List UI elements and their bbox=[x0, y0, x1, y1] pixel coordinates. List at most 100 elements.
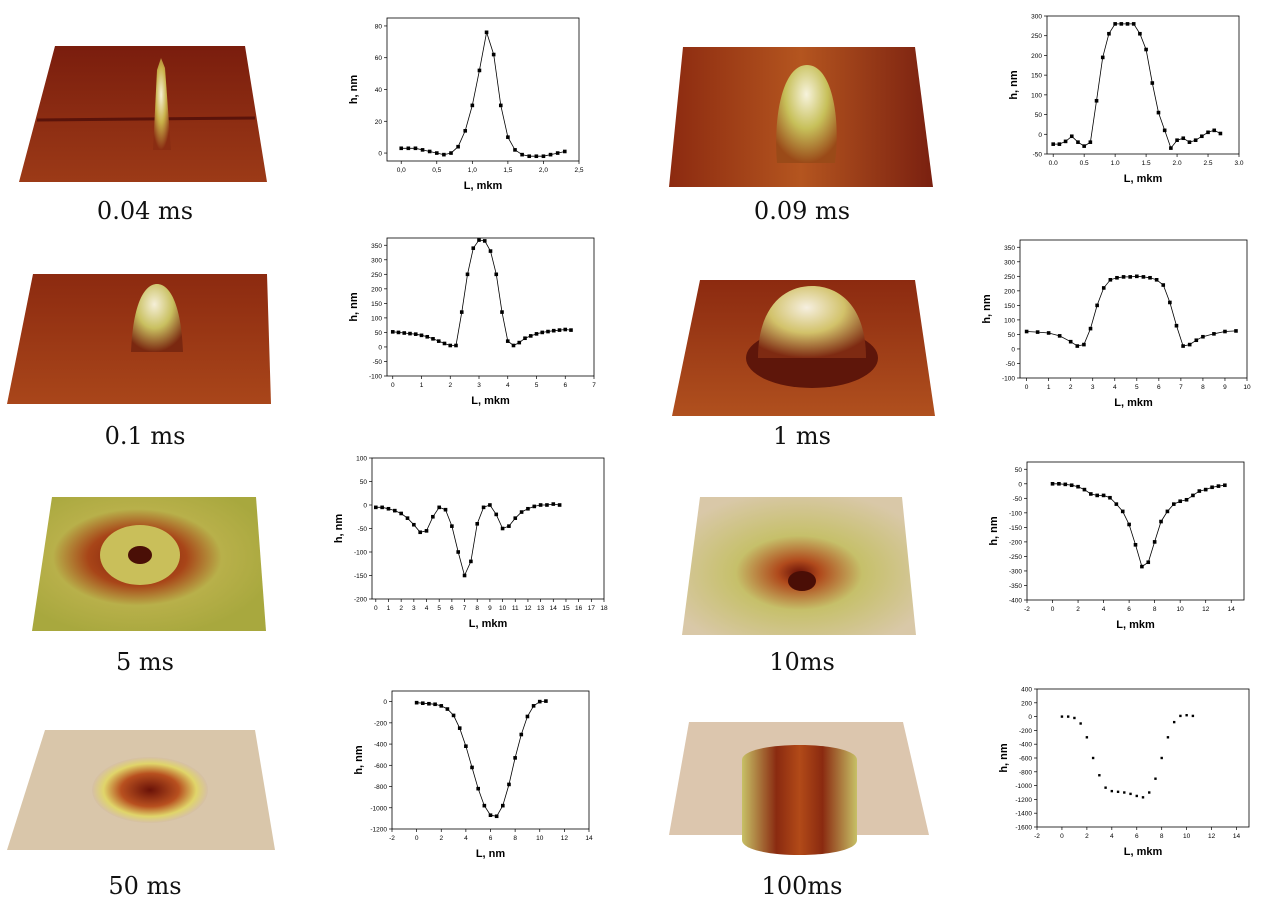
data-point bbox=[465, 272, 470, 277]
y-tick-label: -100 bbox=[1002, 376, 1015, 383]
x-tick-label: 10 bbox=[1183, 833, 1191, 840]
data-point bbox=[1141, 796, 1145, 799]
x-tick-label: 7 bbox=[463, 605, 467, 612]
data-point bbox=[414, 700, 419, 705]
data-point bbox=[1060, 715, 1064, 718]
y-tick-label: -1000 bbox=[370, 805, 387, 812]
x-tick-label: 10 bbox=[1243, 384, 1251, 391]
x-tick-label: 6 bbox=[1127, 606, 1131, 613]
y-tick-label: 300 bbox=[1031, 14, 1042, 21]
data-point bbox=[1194, 338, 1199, 343]
y-tick-label: 0 bbox=[378, 344, 382, 351]
data-point bbox=[1127, 522, 1131, 527]
x-tick-label: 12 bbox=[1208, 833, 1216, 840]
plot-frame bbox=[1019, 239, 1248, 379]
data-point bbox=[544, 699, 548, 703]
y-tick-label: -300 bbox=[1009, 568, 1022, 575]
data-point bbox=[500, 310, 504, 314]
data-point bbox=[482, 803, 487, 808]
y-tick-label: 40 bbox=[375, 87, 383, 94]
x-tick-label: -2 bbox=[1024, 606, 1030, 613]
x-tick-label: 0 bbox=[1060, 833, 1064, 840]
data-point bbox=[433, 702, 437, 707]
x-axis-label: L, mkm bbox=[1116, 619, 1155, 631]
y-axis-label: h, nm bbox=[988, 516, 1000, 546]
data-point bbox=[1179, 714, 1182, 718]
data-point bbox=[470, 103, 475, 108]
data-point bbox=[1154, 278, 1159, 282]
x-tick-label: 7 bbox=[1179, 384, 1183, 391]
data-point bbox=[482, 239, 487, 243]
data-point bbox=[1125, 22, 1130, 26]
x-axis-label: L, mkm bbox=[469, 618, 508, 630]
y-tick-label: -100 bbox=[369, 374, 382, 381]
data-point bbox=[470, 765, 474, 770]
x-tick-label: 4 bbox=[425, 605, 429, 612]
data-point bbox=[1154, 777, 1157, 780]
profile-chart-5ms: 0 1 2 3 4 5 6 7 8 9 10 11 12 13 14 15 16 17 18-200-150-100… bbox=[333, 456, 608, 631]
data-point bbox=[519, 732, 524, 737]
data-point bbox=[413, 332, 418, 336]
data-point bbox=[1191, 714, 1195, 718]
data-point bbox=[1095, 303, 1099, 308]
data-point bbox=[1101, 493, 1106, 498]
x-tick-label: 1 bbox=[420, 382, 424, 389]
data-point bbox=[534, 332, 539, 336]
x-tick-label: 0 bbox=[1051, 606, 1055, 613]
x-tick-label: 0 bbox=[391, 382, 395, 389]
x-tick-label: 1.0 bbox=[1111, 160, 1120, 167]
data-point bbox=[1116, 790, 1120, 794]
data-point bbox=[1131, 22, 1136, 26]
y-axis-label: h, nm bbox=[353, 745, 365, 775]
x-axis-label: L, mkm bbox=[1124, 846, 1163, 858]
profile-chart-1ms: 0 1 2 3 4 5 6 7 8 9 10 -100 -50 0 50 100 150 200 250 300 350… bbox=[981, 239, 1251, 409]
x-tick-label: 0.0 bbox=[1049, 160, 1058, 167]
caption-1ms: 1 ms bbox=[773, 422, 831, 450]
y-tick-label: -200 bbox=[354, 597, 367, 604]
y-tick-label: 0 bbox=[383, 699, 387, 706]
series-line bbox=[401, 32, 565, 157]
data-point bbox=[506, 135, 510, 139]
y-tick-label: 350 bbox=[371, 243, 382, 250]
profile-chart-0-1ms: 0 1 2 3 4 5 6 7 -100 -50 0 50 100 150 200 250 300 350 L, m… bbox=[348, 237, 596, 407]
data-point bbox=[1095, 493, 1100, 498]
data-point bbox=[1057, 142, 1062, 146]
y-tick-label: -50 bbox=[1006, 361, 1016, 368]
data-point bbox=[471, 246, 476, 250]
x-tick-label: 14 bbox=[585, 835, 593, 842]
data-point bbox=[437, 505, 441, 510]
x-tick-label: 1,5 bbox=[503, 167, 512, 174]
x-tick-label: 8 bbox=[1160, 833, 1164, 840]
y-tick-label: -350 bbox=[1009, 583, 1022, 590]
data-point bbox=[1181, 136, 1186, 141]
data-point bbox=[477, 238, 481, 242]
data-point bbox=[445, 707, 450, 711]
x-tick-label: 3 bbox=[412, 605, 416, 612]
data-point bbox=[406, 146, 411, 151]
y-tick-label: 200 bbox=[1004, 288, 1015, 295]
x-tick-label: 2 bbox=[439, 835, 443, 842]
data-point bbox=[517, 340, 522, 345]
data-point bbox=[523, 336, 527, 341]
data-point bbox=[1141, 275, 1146, 279]
data-point bbox=[1212, 128, 1217, 133]
data-point bbox=[545, 503, 549, 507]
y-tick-label: 0 bbox=[1018, 481, 1022, 488]
y-tick-label: -600 bbox=[374, 763, 387, 770]
data-point bbox=[1203, 487, 1208, 492]
x-tick-label: -2 bbox=[389, 835, 395, 842]
data-point bbox=[436, 339, 441, 343]
data-point bbox=[1098, 774, 1101, 777]
data-point bbox=[425, 334, 430, 339]
data-point bbox=[534, 154, 539, 159]
data-point bbox=[1024, 329, 1029, 334]
x-axis-label: L, nm bbox=[476, 848, 506, 860]
data-point bbox=[1185, 714, 1188, 717]
y-tick-label: -1600 bbox=[1015, 825, 1032, 832]
data-point bbox=[562, 149, 567, 154]
y-tick-label: 200 bbox=[1031, 53, 1042, 60]
data-point bbox=[1144, 47, 1148, 52]
data-point bbox=[1200, 134, 1204, 139]
afm-surface-image-0-1ms bbox=[7, 274, 271, 404]
data-point bbox=[1161, 283, 1166, 287]
